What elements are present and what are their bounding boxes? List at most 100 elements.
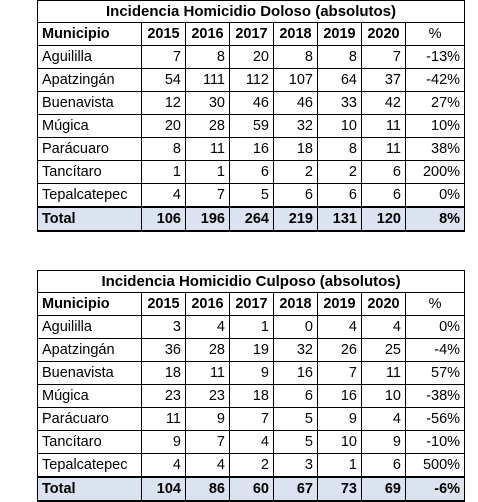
- table-cell: 69: [361, 476, 406, 502]
- municipio-cell: Tancítaro: [37, 160, 142, 184]
- column-header-2019: 2019: [317, 22, 362, 46]
- table-cell: 6: [361, 453, 406, 478]
- table-cell: 0%: [404, 315, 466, 339]
- table-cell: 19: [229, 338, 274, 362]
- table-cell: 6: [229, 160, 274, 184]
- table-row: Múgica 23 23 18 6 16 10 -38%: [37, 384, 466, 408]
- table-cell: 3: [141, 315, 186, 339]
- table-cell: 0%: [404, 183, 466, 208]
- table-cell: 33: [317, 91, 362, 115]
- table-cell: -13%: [404, 45, 466, 69]
- table-cell: 11: [361, 137, 406, 161]
- table-cell: 7: [141, 45, 186, 69]
- table-cell: 23: [141, 384, 186, 408]
- table-cell: 106: [141, 206, 186, 232]
- table-row: Aguililla 7 8 20 8 8 7 -13%: [37, 45, 466, 69]
- table-cell: 7: [185, 430, 230, 454]
- table-cell: 36: [141, 338, 186, 362]
- table-cell: 10: [361, 384, 406, 408]
- column-header-2015: 2015: [141, 292, 186, 316]
- table-cell: 8: [317, 137, 362, 161]
- column-header-percent: %: [404, 22, 466, 46]
- table-row: Buenavista 12 30 46 46 33 42 27%: [37, 91, 466, 115]
- doloso-table: Incidencia Homicidio Doloso (absolutos) …: [36, 0, 466, 232]
- table-cell: 16: [229, 137, 274, 161]
- table-cell: 12: [141, 91, 186, 115]
- table-title-row: Incidencia Homicidio Doloso (absolutos): [36, 0, 466, 23]
- table-cell: 3: [273, 453, 318, 478]
- municipio-cell: Parácuaro: [37, 407, 142, 431]
- table-cell: 8: [317, 45, 362, 69]
- table-cell: 32: [273, 114, 318, 138]
- table-cell: 7: [229, 407, 274, 431]
- total-row: Total 104 86 60 67 73 69 -6%: [37, 476, 466, 502]
- table-cell: 10: [317, 430, 362, 454]
- municipio-cell: Apatzingán: [37, 338, 142, 362]
- municipio-cell: Múgica: [37, 384, 142, 408]
- table-cell: 8: [141, 137, 186, 161]
- column-header-2018: 2018: [273, 22, 318, 46]
- header-row: Municipio 2015 2016 2017 2018 2019 2020 …: [37, 292, 466, 316]
- column-header-municipio: Municipio: [37, 22, 142, 46]
- table-row: Tancítaro 1 1 6 2 2 6 200%: [37, 160, 466, 184]
- table-cell: 9: [229, 361, 274, 385]
- table-cell: 219: [273, 206, 318, 232]
- table-cell: 2: [273, 160, 318, 184]
- table-cell: 196: [185, 206, 230, 232]
- table-cell: 67: [273, 476, 318, 502]
- table-cell: 7: [361, 45, 406, 69]
- table-cell: 18: [229, 384, 274, 408]
- table-cell: 120: [361, 206, 406, 232]
- table-cell: 30: [185, 91, 230, 115]
- table-cell: 4: [185, 453, 230, 478]
- table-cell: 57%: [404, 361, 466, 385]
- table-cell: 104: [141, 476, 186, 502]
- table-cell: 131: [317, 206, 362, 232]
- table-cell: 4: [361, 315, 406, 339]
- culposo-table-title: Incidencia Homicidio Culposo (absolutos): [36, 270, 466, 293]
- doloso-table-title: Incidencia Homicidio Doloso (absolutos): [36, 0, 466, 23]
- table-cell: 1: [185, 160, 230, 184]
- municipio-cell: Buenavista: [37, 91, 142, 115]
- municipio-cell: Múgica: [37, 114, 142, 138]
- table-row: Tancítaro 9 7 4 5 10 9 -10%: [37, 430, 466, 454]
- table-cell: 6: [361, 160, 406, 184]
- total-row: Total 106 196 264 219 131 120 8%: [37, 206, 466, 232]
- table-cell: Total: [37, 206, 142, 232]
- table-cell: 73: [317, 476, 362, 502]
- table-cell: 26: [317, 338, 362, 362]
- table-cell: 46: [273, 91, 318, 115]
- table-cell: 18: [141, 361, 186, 385]
- column-header-2020: 2020: [361, 22, 406, 46]
- municipio-cell: Aguililla: [37, 315, 142, 339]
- table-cell: 32: [273, 338, 318, 362]
- table-cell: 38%: [404, 137, 466, 161]
- table-cell: 18: [273, 137, 318, 161]
- table-cell: 112: [229, 68, 274, 92]
- table-cell: 6: [273, 384, 318, 408]
- column-header-2015: 2015: [141, 22, 186, 46]
- table-row: Buenavista 18 11 9 16 7 11 57%: [37, 361, 466, 385]
- table-cell: 107: [273, 68, 318, 92]
- table-title-row: Incidencia Homicidio Culposo (absolutos): [36, 270, 466, 293]
- table-cell: 9: [317, 407, 362, 431]
- table-row: Múgica 20 28 59 32 10 11 10%: [37, 114, 466, 138]
- table-cell: 4: [317, 315, 362, 339]
- table-cell: 200%: [404, 160, 466, 184]
- table-cell: 11: [361, 114, 406, 138]
- table-cell: 86: [185, 476, 230, 502]
- municipio-cell: Tepalcatepec: [37, 453, 142, 478]
- header-row: Municipio 2015 2016 2017 2018 2019 2020 …: [37, 22, 466, 46]
- table-cell: 4: [361, 407, 406, 431]
- column-header-2016: 2016: [185, 22, 230, 46]
- table-cell: 4: [141, 453, 186, 478]
- table-cell: 1: [229, 315, 274, 339]
- table-cell: 20: [229, 45, 274, 69]
- table-cell: 500%: [404, 453, 466, 478]
- table-cell: -6%: [404, 476, 466, 502]
- municipio-cell: Buenavista: [37, 361, 142, 385]
- table-cell: 6: [361, 183, 406, 208]
- table-cell: 16: [273, 361, 318, 385]
- table-cell: 11: [361, 361, 406, 385]
- table-cell: 0: [273, 315, 318, 339]
